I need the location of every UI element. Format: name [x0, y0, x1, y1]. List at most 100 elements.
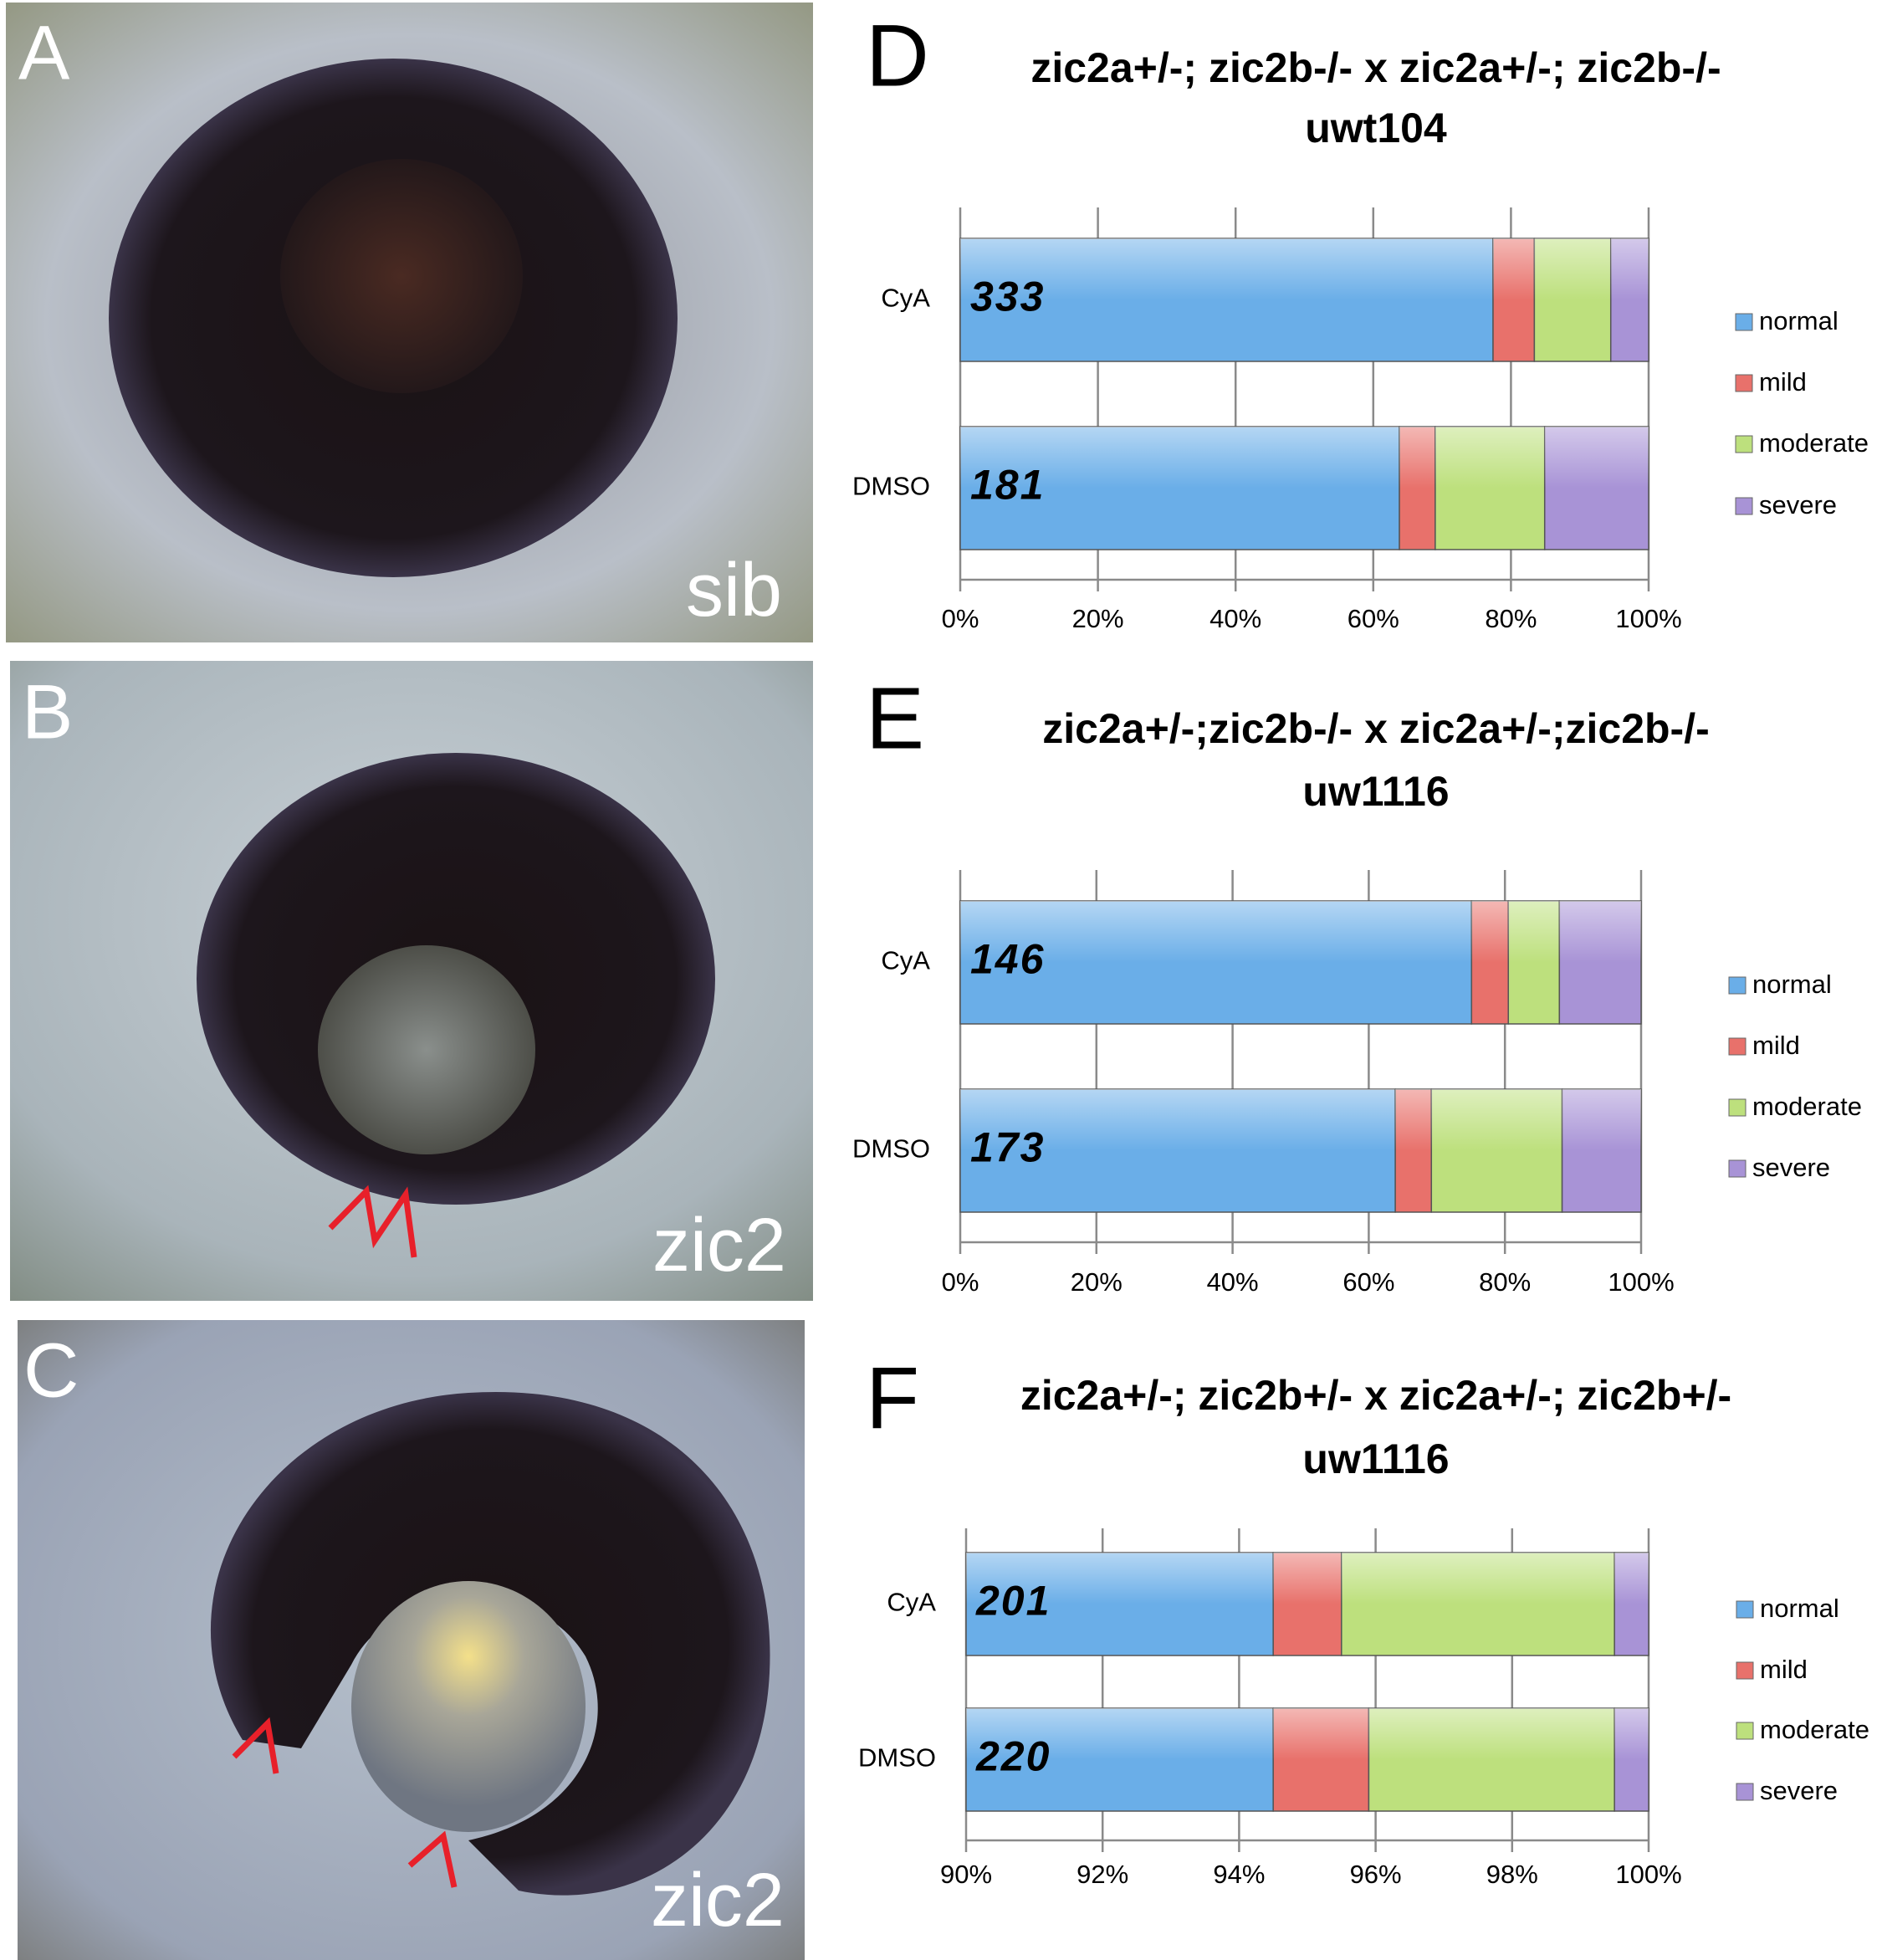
x-tick-label: 98% [1486, 1860, 1538, 1889]
legend-swatch [1735, 374, 1753, 392]
bar-shade [1534, 238, 1611, 300]
x-tick-label: 60% [1348, 604, 1399, 633]
y-tick-label: DMSO [852, 472, 930, 501]
bar-shade [1341, 1553, 1615, 1604]
legend-label: moderate [1759, 428, 1869, 458]
x-tick-label: 20% [1071, 1267, 1123, 1297]
panel-letter: D [866, 8, 929, 105]
x-tick-label: 96% [1350, 1860, 1402, 1889]
arrowhead [407, 1830, 458, 1888]
legend-swatch [1736, 1600, 1754, 1619]
x-tick-label: 0% [942, 1267, 979, 1297]
legend-label: mild [1760, 1655, 1808, 1684]
legend-swatch [1735, 313, 1753, 331]
bar-shade [1395, 1089, 1432, 1151]
bar-shade [1399, 427, 1435, 489]
bar-shade [1544, 427, 1649, 489]
photo-b: B zic2 [10, 661, 813, 1301]
x-tick-label: 90% [940, 1860, 992, 1889]
legend-swatch [1728, 1159, 1746, 1178]
arrowhead [328, 1185, 417, 1258]
bar-shade [1559, 901, 1641, 963]
legend-label: moderate [1752, 1092, 1862, 1121]
bar-shade [966, 1553, 1274, 1604]
legend-label: normal [1759, 306, 1839, 335]
chart-title: uwt104 [1305, 105, 1447, 151]
chart-title: zic2a+/-; zic2b+/- x zic2a+/-; zic2b+/- [1020, 1372, 1731, 1419]
legend-swatch [1728, 1098, 1746, 1117]
photo-caption: zic2 [651, 1859, 785, 1942]
y-tick-label: CyA [881, 946, 930, 975]
bar-shade [1273, 1553, 1342, 1604]
photo-caption: zic2 [652, 1204, 786, 1287]
x-tick-label: 40% [1209, 604, 1261, 633]
bar-shade [1508, 901, 1560, 963]
x-tick-label: 94% [1213, 1860, 1265, 1889]
legend-swatch [1736, 1661, 1754, 1680]
legend-label: severe [1760, 1776, 1838, 1805]
legend-label: normal [1760, 1594, 1839, 1623]
x-tick-label: 80% [1485, 604, 1537, 633]
bar-shade [1614, 1708, 1649, 1760]
x-tick-label: 100% [1615, 1860, 1681, 1889]
bar-shade [1562, 1089, 1641, 1151]
x-tick-label: 20% [1072, 604, 1124, 633]
chart-title: uw1116 [1302, 1435, 1449, 1482]
legend-label: mild [1759, 367, 1807, 397]
panel-letter: C [23, 1328, 79, 1413]
legend-label: moderate [1760, 1715, 1869, 1744]
legend-swatch [1735, 497, 1753, 515]
x-tick-label: 100% [1615, 604, 1681, 633]
y-tick-label: CyA [881, 284, 930, 313]
count-label: 220 [975, 1733, 1051, 1780]
bar-shade [960, 238, 1494, 300]
legend-swatch [1735, 435, 1753, 453]
y-tick-label: DMSO [858, 1743, 936, 1773]
count-label: 173 [970, 1124, 1045, 1171]
bar-shade [960, 901, 1472, 963]
bar-shade [1493, 238, 1535, 300]
x-tick-label: 60% [1342, 1267, 1394, 1297]
count-label: 181 [970, 462, 1045, 509]
y-tick-label: DMSO [852, 1134, 930, 1164]
panel-letter: F [866, 1350, 919, 1448]
chart-title: zic2a+/-;zic2b-/- x zic2a+/-;zic2b-/- [1042, 705, 1710, 752]
bar-shade [1471, 901, 1509, 963]
legend-swatch [1736, 1722, 1754, 1740]
panel-letter: E [866, 670, 924, 768]
legend-swatch [1728, 1037, 1746, 1056]
x-tick-label: 40% [1207, 1267, 1259, 1297]
y-tick-label: CyA [887, 1588, 936, 1617]
x-tick-label: 100% [1608, 1267, 1674, 1297]
legend-label: normal [1752, 970, 1832, 999]
bar-shade [960, 1089, 1396, 1151]
bar-shade [1368, 1708, 1615, 1760]
chart-title: uw1116 [1302, 768, 1449, 815]
bar-shade [1614, 1553, 1649, 1604]
bar-shade [960, 427, 1400, 489]
panel-letter: B [22, 669, 73, 755]
chart-title: zic2a+/-; zic2b-/- x zic2a+/-; zic2b-/- [1030, 44, 1721, 91]
x-tick-label: 80% [1479, 1267, 1531, 1297]
bar-shade [1431, 1089, 1562, 1151]
legend-label: severe [1752, 1153, 1830, 1182]
count-label: 201 [975, 1578, 1051, 1625]
bar-shade [1435, 427, 1545, 489]
bar-shade [966, 1708, 1274, 1760]
x-tick-label: 0% [942, 604, 979, 633]
bar-shade [1273, 1708, 1369, 1760]
photo-caption: sib [686, 549, 782, 632]
x-tick-label: 92% [1077, 1860, 1128, 1889]
legend-swatch [1736, 1783, 1754, 1801]
legend-swatch [1728, 976, 1746, 995]
count-label: 146 [970, 936, 1045, 983]
photo-a: A sib [6, 3, 813, 642]
legend-label: mild [1752, 1031, 1800, 1060]
count-label: 333 [970, 274, 1045, 320]
arrowhead [232, 1717, 279, 1774]
